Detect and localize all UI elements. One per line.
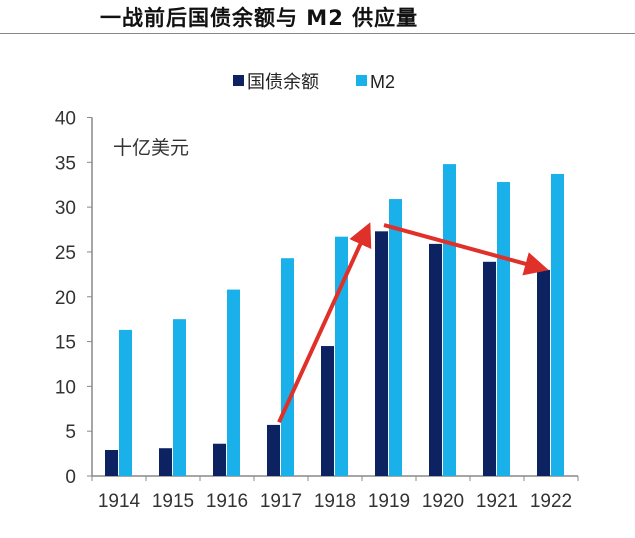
y-tick-label: 20 — [55, 288, 76, 309]
y-tick-label: 25 — [55, 243, 76, 264]
bar-debt-1914 — [105, 450, 118, 476]
bar-debt-1919 — [375, 231, 388, 476]
bar-debt-1921 — [483, 261, 496, 476]
bar-debt-1920 — [429, 243, 442, 476]
legend-label: M2 — [370, 72, 395, 92]
annotation-arrow — [383, 223, 549, 276]
bar-m2-1922 — [551, 173, 564, 476]
legend-swatch — [356, 75, 367, 86]
x-tick-label: 1922 — [530, 491, 572, 512]
bar-m2-1917 — [281, 258, 294, 476]
y-tick-label: 15 — [55, 333, 76, 354]
bar-debt-1915 — [159, 448, 172, 476]
bar-m2-1919 — [389, 199, 402, 476]
x-tick-label: 1914 — [98, 491, 141, 512]
y-tick-label: 0 — [65, 467, 76, 488]
x-tick-label: 1916 — [206, 491, 248, 512]
bar-debt-1922 — [537, 269, 550, 476]
legend-swatch — [233, 75, 244, 86]
bar-m2-1914 — [119, 329, 132, 476]
bar-debt-1917 — [267, 424, 280, 476]
x-tick-label: 1915 — [152, 491, 194, 512]
y-tick-label: 10 — [55, 377, 76, 398]
chart-title: 一战前后国债余额与 M2 供应量 — [100, 6, 419, 30]
legend-label: 国债余额 — [247, 72, 319, 92]
x-tick-label: 1921 — [476, 491, 518, 512]
y-tick-label: 5 — [65, 422, 76, 443]
x-tick-label: 1920 — [422, 491, 464, 512]
title-divider — [0, 33, 635, 34]
x-tick-label: 1918 — [314, 491, 356, 512]
bar-m2-1921 — [497, 182, 510, 476]
bar-debt-1918 — [321, 346, 334, 476]
bar-m2-1916 — [227, 289, 240, 476]
unit-label: 十亿美元 — [113, 137, 189, 159]
bar-m2-1920 — [443, 164, 456, 477]
annotation-arrow — [277, 222, 372, 424]
x-tick-label: 1917 — [260, 491, 302, 512]
y-tick-label: 35 — [55, 153, 76, 174]
bar-debt-1916 — [213, 443, 226, 476]
y-tick-label: 30 — [55, 198, 76, 219]
y-tick-label: 40 — [55, 109, 76, 130]
x-tick-label: 1919 — [368, 491, 410, 512]
bar-m2-1915 — [173, 319, 186, 476]
